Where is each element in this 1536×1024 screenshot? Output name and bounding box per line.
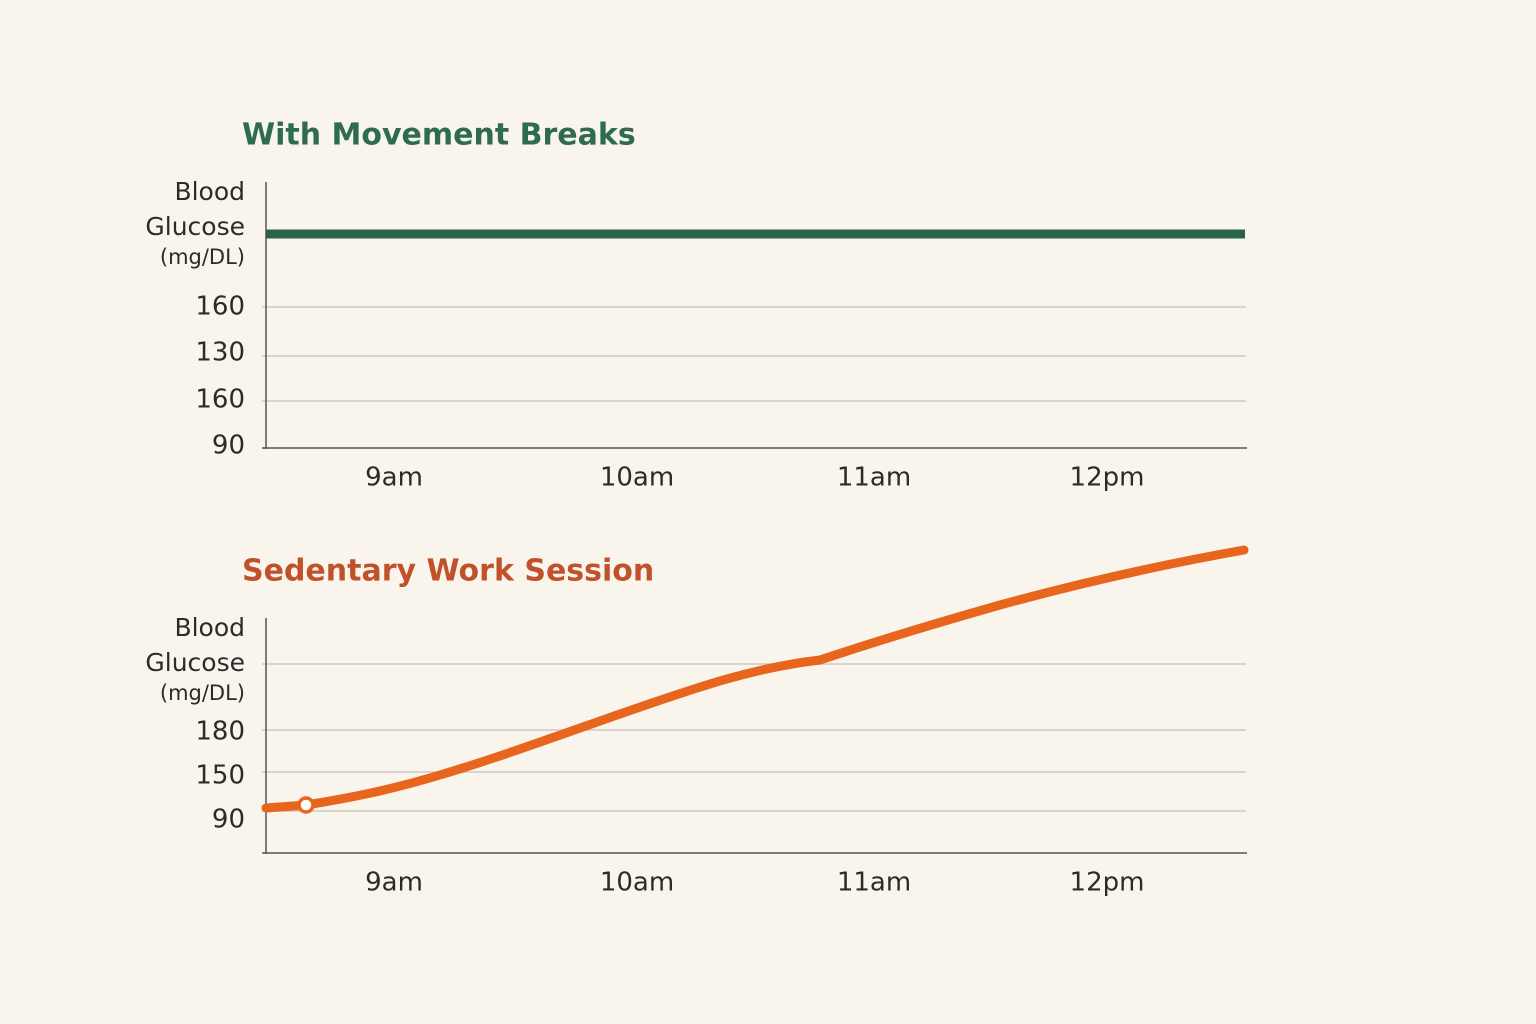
y-label: (mg/DL) xyxy=(160,245,245,269)
y-tick-label: 160 xyxy=(195,292,245,322)
x-label: 11am xyxy=(837,868,911,898)
y-tick-label: 180 xyxy=(195,717,245,747)
x-label: 10am xyxy=(600,868,674,898)
y-tick-label: 160 xyxy=(195,385,245,415)
x-label: 9am xyxy=(365,868,423,898)
y-label: Glucose xyxy=(145,648,245,677)
start-point xyxy=(297,796,315,814)
x-label: 12pm xyxy=(1070,868,1145,898)
y-label: Glucose xyxy=(145,212,245,241)
panel-title: With Movement Breaks xyxy=(242,118,636,153)
y-tick-label: 90 xyxy=(212,431,245,461)
panel-sedentary: Sedentary Work Session Blood Glucose (mg… xyxy=(145,545,1249,898)
y-tick-label: 90 xyxy=(212,805,245,835)
y-label: Blood xyxy=(174,613,245,642)
x-label: 10am xyxy=(600,463,674,493)
panel-title: Sedentary Work Session xyxy=(242,554,654,589)
y-label: Blood xyxy=(174,177,245,206)
y-label: (mg/DL) xyxy=(160,681,245,705)
x-label: 9am xyxy=(365,463,423,493)
panel-movement: With Movement Breaks Blood Glucose (mg/D… xyxy=(145,118,1247,493)
x-label: 12pm xyxy=(1070,463,1145,493)
y-tick-label: 130 xyxy=(195,338,245,368)
x-label: 11am xyxy=(837,463,911,493)
y-tick-label: 150 xyxy=(195,761,245,791)
